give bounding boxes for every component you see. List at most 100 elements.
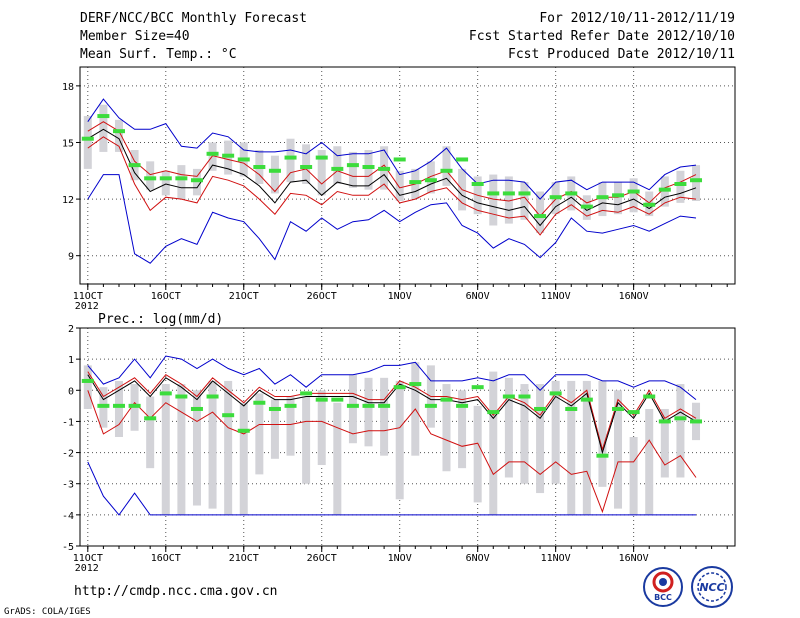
ncc-logo-text: NCC [699, 581, 724, 594]
lower-inner-line [87, 390, 697, 514]
ensemble-mean-marker [612, 406, 625, 411]
precipitation-panel: -5 -4 -3 -2 -1 0 1 2 11OCT 16OCT 21OCT 26OCT 1NOV 6NO… [62, 324, 736, 574]
ensemble-mean-marker [674, 181, 687, 186]
ensemble-mean-marker [346, 163, 359, 168]
y-tick-label: 0 [68, 386, 74, 397]
ensemble-mean-marker [440, 397, 453, 402]
ensemble-mean-marker [346, 403, 359, 408]
range-box [286, 396, 295, 456]
x-tick-label: 6NOV [466, 291, 490, 302]
x-tick-label: 11NOV [541, 291, 571, 302]
ensemble-mean-marker [393, 385, 406, 390]
y-tick-label: 1 [68, 355, 74, 366]
ensemble-mean-marker [362, 403, 375, 408]
ensemble-mean-marker [627, 189, 640, 194]
ensemble-mean-marker [456, 403, 469, 408]
upper-inner-line [87, 371, 697, 452]
ensemble-mean-marker [81, 136, 94, 141]
range-box [286, 138, 295, 183]
range-box [302, 144, 311, 184]
ensemble-mean-marker [159, 391, 172, 396]
ensemble-mean-marker [424, 403, 437, 408]
range-box [348, 151, 357, 188]
range-box [146, 161, 155, 190]
ensemble-mean-marker [81, 378, 94, 383]
ensemble-mean-marker [580, 204, 593, 209]
x-tick-label: 6NOV [466, 553, 490, 564]
range-box [83, 116, 92, 169]
range-box [489, 371, 498, 515]
lower-outer-line [87, 461, 696, 516]
range-box [442, 146, 451, 186]
range-box [177, 384, 186, 515]
x-tick-label: 16OCT [151, 291, 181, 302]
ensemble-mean-marker [362, 165, 375, 170]
ensemble-mean-marker [128, 403, 141, 408]
x-tick-label: 21OCT [229, 553, 259, 564]
ensemble-mean-marker [658, 187, 671, 192]
range-box [676, 170, 685, 203]
upper-outer-line [87, 355, 697, 400]
ensemble-mean-marker [487, 191, 500, 196]
range-box [395, 170, 404, 201]
range-box [208, 380, 217, 509]
upper-inner-line [87, 121, 697, 217]
x-tick-label: 21OCT [229, 291, 259, 302]
ensemble-mean-marker [549, 391, 562, 396]
range-box [676, 384, 685, 478]
range-box [504, 377, 513, 478]
x-tick-label: 11OCT [73, 553, 103, 564]
ensemble-mean-marker [315, 397, 328, 402]
y-tick-label: 9 [68, 252, 74, 263]
source-url[interactable]: http://cmdp.ncc.cma.gov.cn [74, 584, 278, 599]
x-tick-label: 11OCT [73, 291, 103, 302]
ensemble-mean-marker [612, 193, 625, 198]
range-box [520, 182, 529, 220]
y-tick-label: -5 [62, 542, 74, 553]
plot-frame [79, 66, 736, 285]
range-box [364, 377, 373, 447]
range-box [161, 170, 170, 196]
ensemble-mean-marker [300, 391, 313, 396]
ensemble-mean-marker [331, 166, 344, 171]
range-box [458, 390, 467, 469]
range-box [302, 396, 311, 484]
ensemble-mean-marker [596, 453, 609, 458]
range-box [208, 142, 217, 171]
member-size: Member Size=40 [80, 29, 190, 44]
y-tick-label: 15 [62, 138, 74, 149]
ensemble-mean-marker [502, 394, 515, 399]
ensemble-mean-marker [222, 153, 235, 158]
range-box [567, 380, 576, 515]
ensemble-mean-marker [658, 419, 671, 424]
range-box [489, 174, 498, 226]
ensemble-mean-marker [237, 157, 250, 162]
range-box [99, 104, 108, 152]
bcc-logo: BCC [643, 567, 683, 607]
ensemble-mean-marker [331, 397, 344, 402]
x-tick-label: 26OCT [307, 291, 337, 302]
ensemble-mean-marker [112, 129, 125, 134]
range-box [333, 402, 342, 515]
ensemble-mean-marker [237, 428, 250, 433]
range-box [348, 374, 357, 444]
ensemble-mean-marker [175, 176, 188, 181]
ensemble-mean-marker [315, 155, 328, 160]
y-tick-label: -2 [62, 449, 74, 460]
range-box [114, 380, 123, 437]
x-tick-label: 26OCT [307, 553, 337, 564]
bcc-logo-text: BCC [654, 593, 672, 602]
ensemble-mean-marker [674, 416, 687, 421]
range-box [333, 146, 342, 184]
ncc-logo: NCC [691, 566, 733, 608]
ensemble-mean-marker [487, 410, 500, 415]
range-box [426, 161, 435, 194]
ensemble-mean-marker [580, 397, 593, 402]
ensemble-mean-marker [159, 176, 172, 181]
y-tick-label: 18 [62, 82, 74, 93]
x-year-label: 2012 [75, 301, 99, 312]
range-box [614, 182, 623, 215]
range-box [692, 165, 701, 201]
range-box [161, 384, 170, 515]
x-tick-label: 16NOV [619, 291, 649, 302]
